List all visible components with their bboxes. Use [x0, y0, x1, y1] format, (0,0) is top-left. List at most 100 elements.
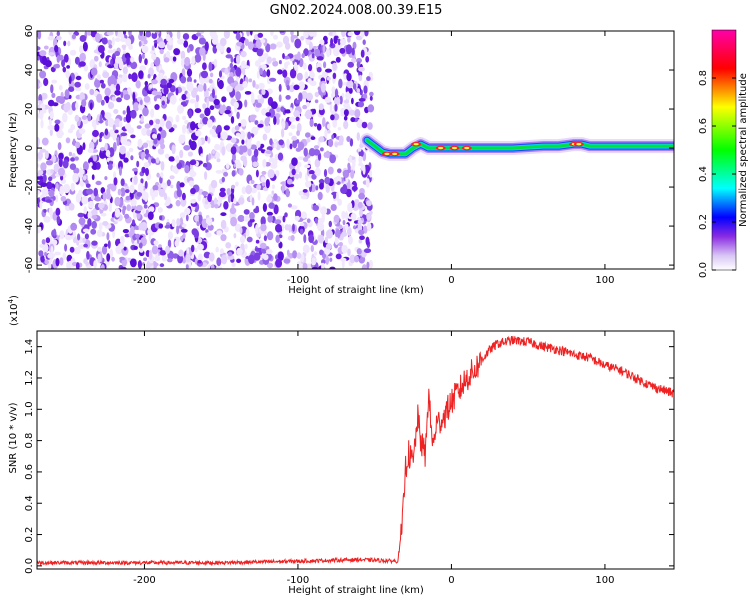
spectrogram-cell — [240, 243, 245, 249]
spectrogram-cell — [188, 180, 194, 187]
spectrogram-cell — [351, 47, 355, 56]
spectrogram-cell — [124, 52, 131, 59]
spectrogram-cell — [118, 160, 123, 171]
spectrogram-cell — [39, 70, 47, 79]
spectrogram-cell — [359, 208, 363, 217]
spectrogram-cell — [68, 31, 73, 36]
spectrogram-cell — [343, 99, 350, 104]
spectrogram-cell — [52, 239, 58, 246]
spectrogram-cell — [124, 123, 132, 131]
spectrogram-cell — [354, 108, 361, 118]
spectrogram-cell — [278, 83, 282, 92]
spectrogram-cell — [70, 157, 76, 162]
spectrogram-cell — [348, 235, 353, 245]
spectrogram-cell — [215, 170, 223, 174]
spectrogram-cell — [89, 88, 95, 96]
spectrogram-cell — [347, 162, 351, 169]
spectrogram-cell — [156, 133, 161, 141]
spectrogram-cell — [82, 228, 90, 233]
spectrogram-cell — [344, 223, 349, 231]
spectrogram-cell — [172, 124, 178, 129]
colorbar-tick-label: 0.6 — [698, 118, 709, 134]
spectrogram-cell — [332, 191, 337, 199]
figure-title: GN02.2024.008.00.39.E15 — [270, 3, 443, 18]
spectrogram-cell — [328, 138, 334, 148]
spectrogram-x-axis: -200 -100 0 100 — [133, 31, 614, 286]
spectrogram-cell — [45, 160, 54, 166]
spectrogram-cell — [303, 234, 307, 244]
spectrogram-cell — [86, 188, 94, 195]
spectrogram-cell — [43, 77, 49, 87]
spectrogram-cell — [92, 154, 98, 162]
spectrogram-cell — [123, 246, 127, 251]
spectrogram-cell — [136, 125, 142, 129]
spectrogram-cell — [204, 200, 209, 205]
spectrogram-cell — [283, 258, 291, 264]
spectrogram-cell — [123, 157, 129, 163]
spectrogram-cell — [72, 138, 76, 146]
spectrogram-cell — [72, 173, 79, 183]
spectrogram-cell — [227, 194, 232, 203]
spectrogram-cell — [154, 94, 162, 99]
spectrogram-cell — [292, 250, 298, 259]
spectrogram-cell — [270, 101, 278, 110]
spectrogram-cell — [181, 192, 186, 201]
spectrogram-cell — [330, 37, 334, 47]
spectrogram-cell — [160, 78, 167, 86]
spectrogram-cell — [67, 57, 72, 67]
spectrogram-cell — [166, 179, 171, 187]
spectrogram-cell — [115, 31, 118, 37]
spectrogram-cell — [202, 103, 207, 109]
spectrogram-cell — [120, 132, 128, 137]
spectrogram-cell — [205, 217, 213, 225]
spectrogram-cell — [223, 125, 230, 131]
spectrogram-cell — [107, 49, 114, 54]
spectrogram-cell — [108, 202, 112, 212]
spectrogram-cell — [93, 187, 98, 197]
spectrogram-cell — [282, 53, 285, 59]
spectrogram-cell — [79, 35, 87, 42]
spectrogram-cell — [88, 200, 94, 209]
spectrogram-cell — [197, 243, 204, 251]
spectrogram-cell — [262, 186, 269, 192]
spectrogram-cell — [260, 39, 266, 44]
spectrogram-cell — [242, 81, 248, 88]
spectrogram-cell — [55, 182, 59, 190]
spectrogram-cell — [365, 56, 370, 63]
spectrogram-cell — [231, 184, 236, 189]
spectrogram-cell — [120, 266, 127, 269]
spectrogram-cell — [126, 151, 130, 159]
spectrogram-cell — [342, 184, 347, 192]
spectrogram-cell — [158, 188, 166, 198]
spectrogram-cell — [369, 170, 373, 178]
spectrogram-cell — [257, 191, 261, 201]
spectrogram-cell — [300, 195, 308, 200]
spectrogram-cell — [144, 123, 151, 129]
spectrogram-cell — [43, 216, 51, 223]
spectrogram-cell — [70, 182, 75, 192]
spectrogram-cell — [235, 91, 242, 101]
spectrogram-cell — [312, 108, 316, 114]
spectrogram-cell — [268, 202, 276, 209]
spectrogram-cell — [227, 76, 235, 85]
spectrogram-peak-core — [576, 142, 582, 146]
spectrogram-cell — [296, 130, 300, 137]
spectrogram-cell — [314, 48, 321, 57]
spectrogram-cell — [39, 50, 47, 57]
spectrogram-cell — [118, 120, 123, 128]
spectrogram-cell — [180, 50, 186, 60]
spectrogram-cell — [346, 188, 352, 198]
spectrogram-cell — [346, 136, 351, 142]
spectrogram-cell — [37, 176, 43, 180]
spectrogram-cell — [367, 122, 373, 130]
x-tick-label: -200 — [133, 575, 156, 586]
spectrogram-cell — [368, 259, 373, 269]
spectrogram-cell — [114, 50, 121, 57]
spectrogram-cell — [62, 112, 68, 123]
spectrogram-cell — [57, 142, 62, 151]
spectrogram-cell — [132, 102, 140, 112]
spectrogram-cell — [194, 53, 202, 63]
spectrogram-cell — [48, 207, 53, 216]
spectrogram-cell — [334, 88, 339, 98]
spectrogram-cell — [319, 182, 324, 190]
